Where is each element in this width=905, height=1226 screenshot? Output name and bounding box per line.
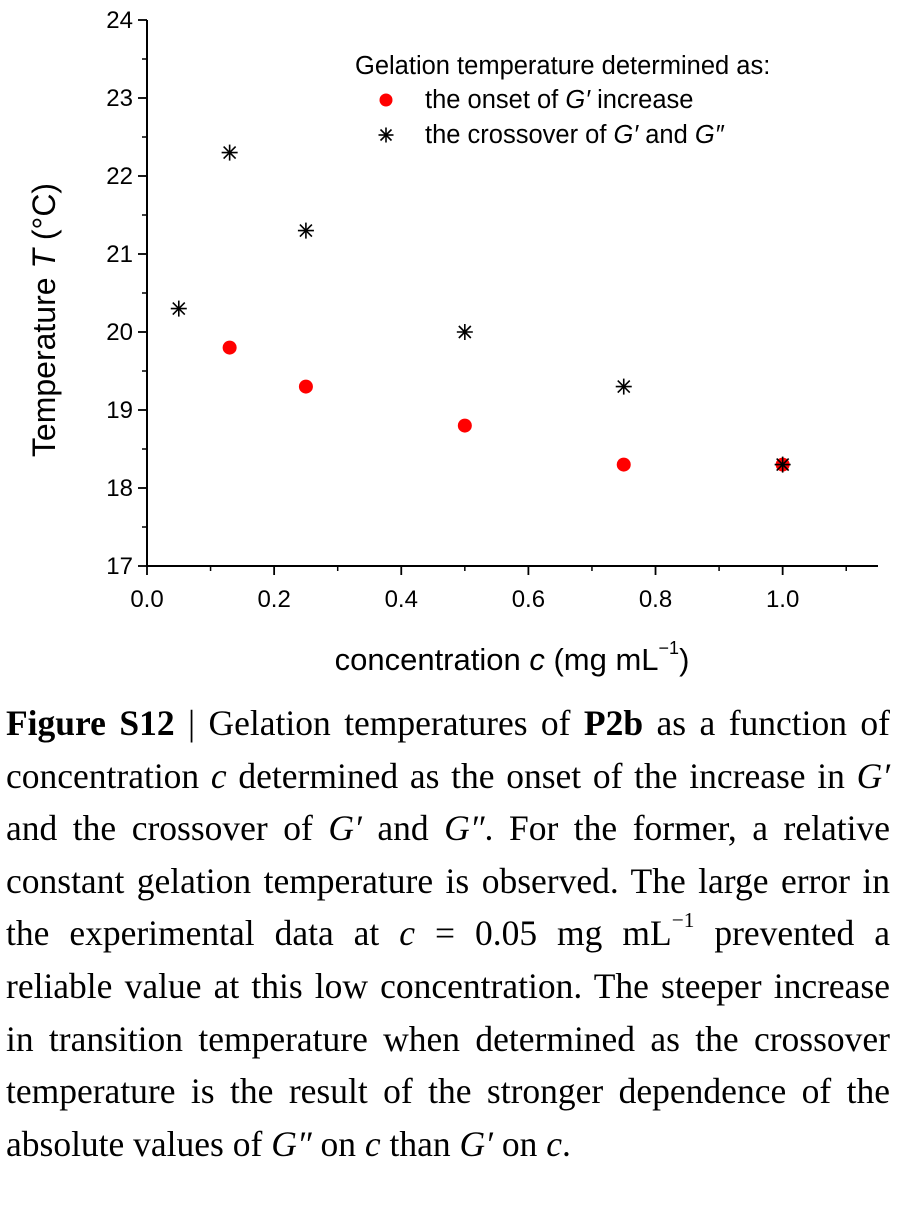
axes: 0.0 0.2 0.4 0.6 0.8 1.0 17 18 19 20 21 22 23 24 bbox=[106, 7, 878, 613]
data-point-crossover bbox=[615, 378, 632, 395]
x-tick-label: 0.8 bbox=[639, 586, 672, 613]
y-tick-label: 19 bbox=[106, 397, 133, 424]
caption-label: Figure S12 bbox=[6, 703, 175, 743]
data-point-crossover bbox=[297, 222, 314, 239]
y-axis-label: Temperature T (°C) bbox=[26, 183, 62, 457]
x-axis-label: concentration c (mg mL−1) bbox=[335, 638, 690, 677]
figure-caption: Figure S12 | Gelation temperatures of P2… bbox=[6, 703, 891, 1164]
legend-marker-crossover bbox=[378, 127, 394, 143]
data-point-crossover bbox=[456, 324, 473, 340]
x-tick-label: 0.2 bbox=[257, 586, 290, 613]
data-point-onset bbox=[298, 379, 313, 394]
legend-marker-onset bbox=[379, 93, 393, 107]
legend-label-crossover: the crossover of G′ and G″ bbox=[425, 121, 725, 149]
y-tick-label: 22 bbox=[106, 163, 133, 190]
x-tick-label: 0.6 bbox=[512, 586, 545, 613]
data-point-onset bbox=[616, 457, 631, 472]
y-tick-label: 17 bbox=[106, 553, 133, 580]
data-point-crossover bbox=[774, 456, 791, 473]
y-tick-label: 24 bbox=[106, 7, 133, 34]
y-tick-label: 20 bbox=[106, 319, 133, 346]
legend-title: Gelation temperature determined as: bbox=[355, 52, 770, 80]
data-point-onset bbox=[457, 418, 472, 433]
data-point-crossover bbox=[221, 144, 238, 161]
data-point-onset bbox=[222, 340, 237, 355]
y-tick-label: 18 bbox=[106, 475, 133, 502]
legend: Gelation temperature determined as: the … bbox=[355, 52, 770, 149]
data-marks bbox=[170, 144, 791, 473]
legend-label-onset: the onset of G′ increase bbox=[425, 86, 693, 114]
x-tick-label: 1.0 bbox=[766, 586, 799, 613]
data-point-crossover bbox=[170, 300, 187, 317]
caption-compound: P2b bbox=[583, 703, 644, 743]
x-tick-label: 0.4 bbox=[385, 586, 418, 613]
scatter-chart: 0.0 0.2 0.4 0.6 0.8 1.0 17 18 19 20 21 22 23 24 Gelat… bbox=[26, 7, 878, 677]
y-tick-label: 23 bbox=[106, 85, 133, 112]
x-tick-label: 0.0 bbox=[130, 586, 163, 613]
y-tick-label: 21 bbox=[106, 241, 133, 268]
